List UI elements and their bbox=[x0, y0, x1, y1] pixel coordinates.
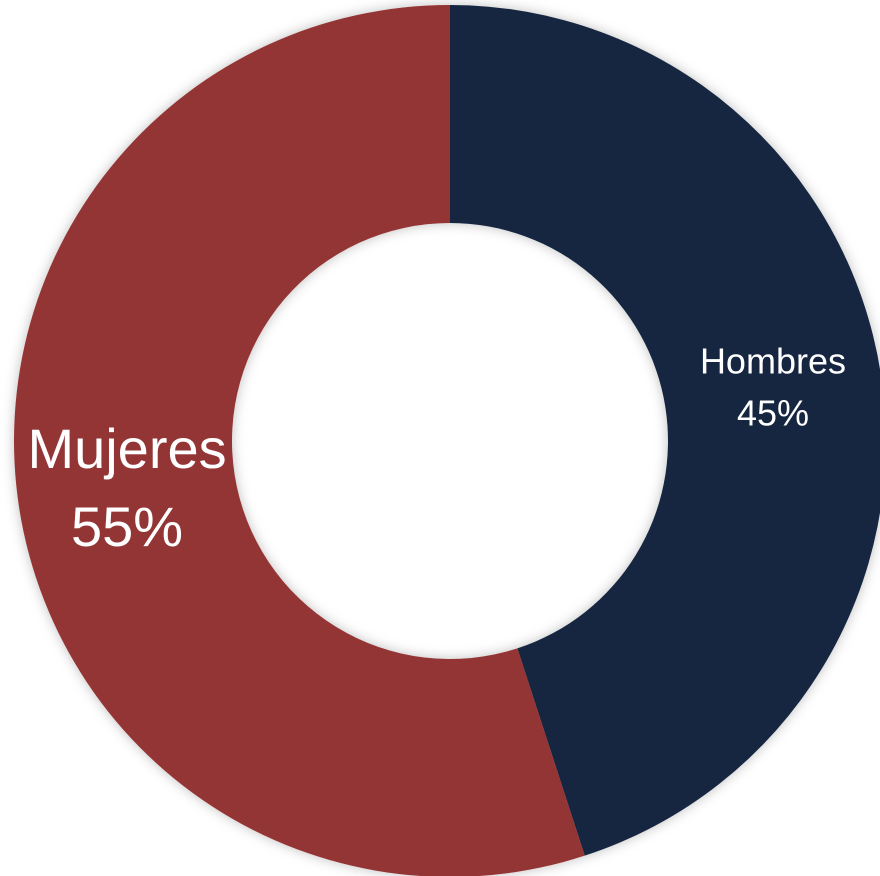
value-label: 45% bbox=[737, 392, 809, 433]
value-label: 55% bbox=[71, 495, 183, 558]
slice-label: Mujeres bbox=[27, 417, 226, 480]
labels: Hombres 45% Mujeres 55% bbox=[27, 340, 846, 558]
slice-label: Hombres bbox=[700, 340, 846, 381]
slice bbox=[14, 5, 585, 876]
slice bbox=[450, 5, 880, 856]
donut bbox=[14, 5, 880, 876]
